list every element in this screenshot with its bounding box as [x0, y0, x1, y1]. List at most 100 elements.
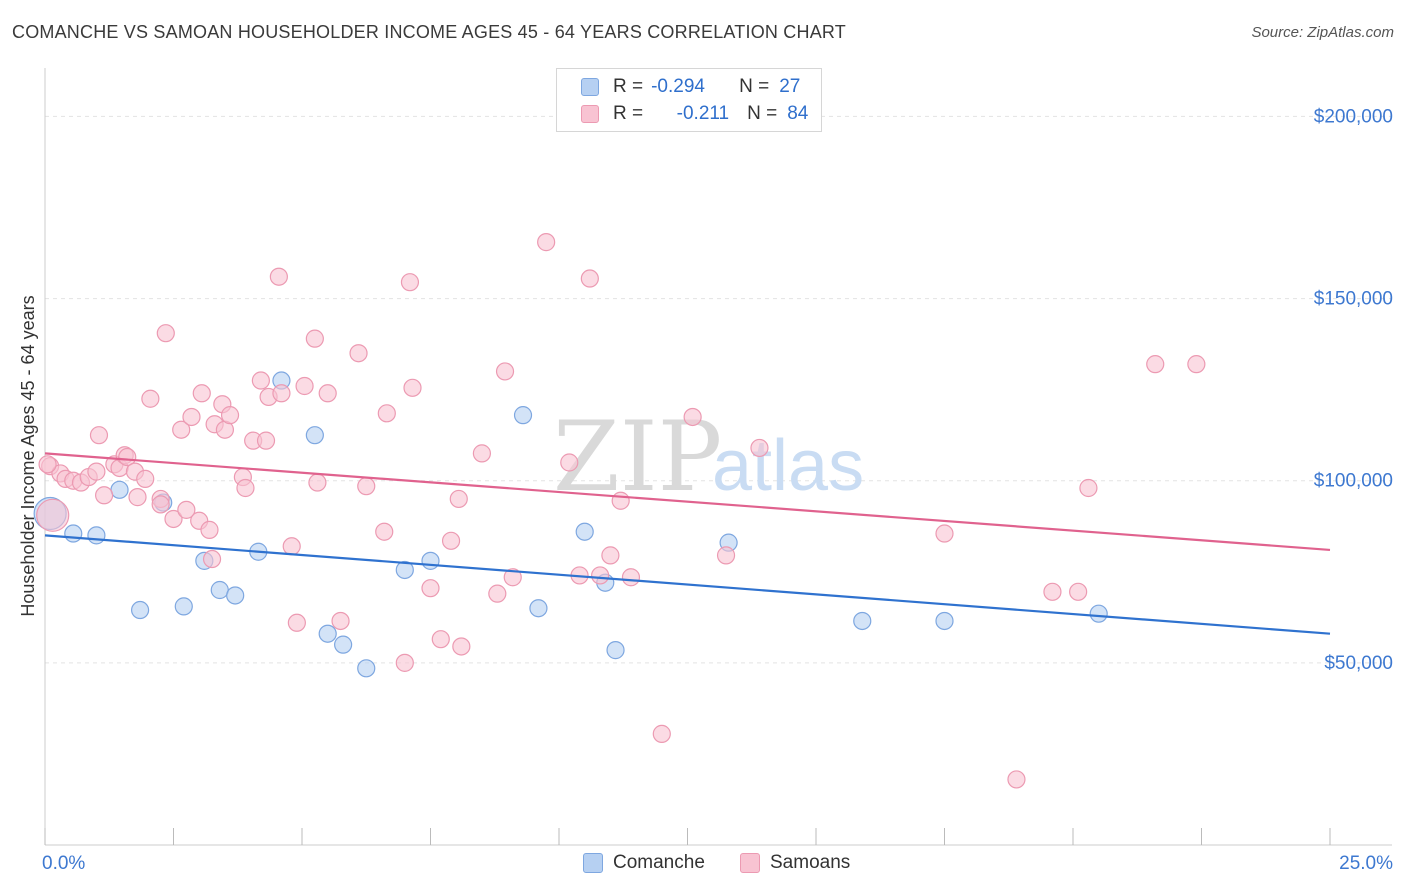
legend-row-comanche: R = -0.294 N = 27	[581, 74, 800, 100]
samoan-point	[431, 630, 450, 649]
samoans-r-value: -0.211	[676, 103, 730, 124]
x-tick-label-max: 25.0%	[1339, 853, 1393, 874]
legend-r-label: R =	[613, 76, 644, 97]
comanche-point	[1089, 604, 1108, 623]
comanche-point	[935, 611, 954, 631]
trend-lines	[44, 452, 1331, 635]
comanche-point	[513, 406, 533, 425]
comanche-r-value: -0.294	[651, 76, 705, 97]
samoans-legend-swatch	[740, 853, 760, 873]
y-tick-label: $50,000	[1324, 653, 1393, 674]
samoan-point	[202, 549, 222, 569]
samoan-point	[287, 613, 306, 632]
samoan-point	[403, 378, 422, 397]
samoan-point	[95, 486, 114, 505]
samoan-point	[1079, 478, 1098, 498]
samoan-point	[308, 473, 327, 492]
bottom-legend-comanche: Comanche	[583, 852, 705, 874]
samoans-swatch	[581, 105, 599, 123]
comanche-point	[318, 624, 337, 643]
samoan-point	[141, 389, 160, 408]
samoan-point	[172, 420, 191, 439]
samoan-point	[400, 273, 420, 292]
x-tick-label-min: 0.0%	[42, 853, 85, 874]
comanche-point	[305, 426, 324, 445]
samoan-point	[151, 495, 170, 514]
samoan-point	[295, 376, 314, 396]
samoan-point	[452, 637, 471, 656]
comanche-point	[110, 480, 129, 499]
samoan-point	[251, 371, 270, 390]
samoan-point	[375, 522, 394, 541]
samoan-point	[1043, 582, 1062, 601]
samoan-point	[472, 444, 491, 463]
grid-lines	[45, 115, 1392, 664]
samoan-point	[1187, 355, 1206, 374]
samoan-point	[495, 362, 515, 381]
comanche-point	[853, 611, 872, 631]
samoan-point	[177, 500, 196, 519]
samoan-point	[601, 546, 620, 565]
samoan-point	[488, 584, 507, 603]
comanche-legend-swatch	[583, 853, 603, 873]
comanche-point	[64, 524, 83, 543]
comanche-point	[357, 659, 376, 678]
comanche-point	[87, 526, 106, 545]
samoan-point	[164, 509, 183, 529]
comanche-point	[395, 560, 414, 580]
samoan-point	[683, 407, 702, 427]
samoan-point	[580, 269, 599, 288]
samoan-point	[282, 537, 301, 556]
samoan-point	[305, 329, 324, 348]
y-tick-label: $200,000	[1314, 106, 1393, 127]
samoan-point	[182, 407, 201, 427]
samoans-legend-label: Samoans	[770, 852, 851, 873]
samoan-point	[1007, 770, 1026, 789]
samoan-point	[38, 455, 57, 474]
comanche-n-value: 27	[779, 76, 801, 97]
legend-row-samoans: R = -0.211 N = 84	[581, 101, 808, 127]
samoan-point	[1146, 355, 1165, 374]
samoan-point	[256, 431, 276, 450]
samoan-point	[89, 426, 109, 445]
comanche-legend-label: Comanche	[613, 852, 705, 873]
samoan-point	[560, 453, 579, 472]
samoan-point	[621, 568, 641, 587]
comanche-point	[174, 597, 193, 616]
samoan-point	[652, 724, 671, 743]
comanche-trend-line	[44, 534, 1331, 635]
correlation-legend: R = -0.294 N = 27 R = -0.211 N = 84	[556, 68, 822, 132]
data-points	[33, 233, 1206, 789]
comanche-point	[226, 586, 245, 605]
comanche-point	[606, 641, 625, 660]
samoan-point	[935, 524, 954, 543]
samoan-point	[611, 491, 630, 510]
watermark-atlas: atlas	[712, 426, 864, 506]
watermark: ZIP atlas	[553, 401, 864, 513]
samoan-point	[1069, 582, 1088, 601]
samoan-point	[395, 653, 414, 672]
samoan-point	[236, 478, 255, 498]
chart-title: COMANCHE VS SAMOAN HOUSEHOLDER INCOME AG…	[12, 22, 846, 42]
comanche-swatch	[581, 78, 599, 96]
axis-labels: $50,000 $100,000 $150,000 $200,000 0.0% 25.0%…	[18, 106, 1393, 874]
samoan-point	[537, 233, 556, 252]
comanche-point	[575, 522, 594, 541]
samoan-point	[87, 462, 106, 481]
source-label: Source: ZipAtlas.com	[1251, 24, 1394, 41]
comanche-point	[334, 635, 353, 654]
samoan-point	[128, 488, 147, 507]
samoan-point	[118, 447, 137, 467]
comanche-point	[529, 599, 548, 618]
samoan-point	[349, 344, 368, 363]
samoans-n-value: 84	[787, 103, 809, 124]
samoan-point	[503, 568, 522, 587]
bottom-legend-samoans: Samoans	[740, 852, 850, 874]
samoan-point	[36, 498, 70, 532]
y-axis-title: Householder Income Ages 45 - 64 years	[18, 295, 38, 616]
samoan-point	[449, 489, 468, 509]
samoan-point	[269, 267, 288, 286]
samoan-point	[377, 404, 396, 423]
samoan-trend-line	[44, 452, 1331, 552]
y-tick-label: $150,000	[1314, 289, 1393, 310]
